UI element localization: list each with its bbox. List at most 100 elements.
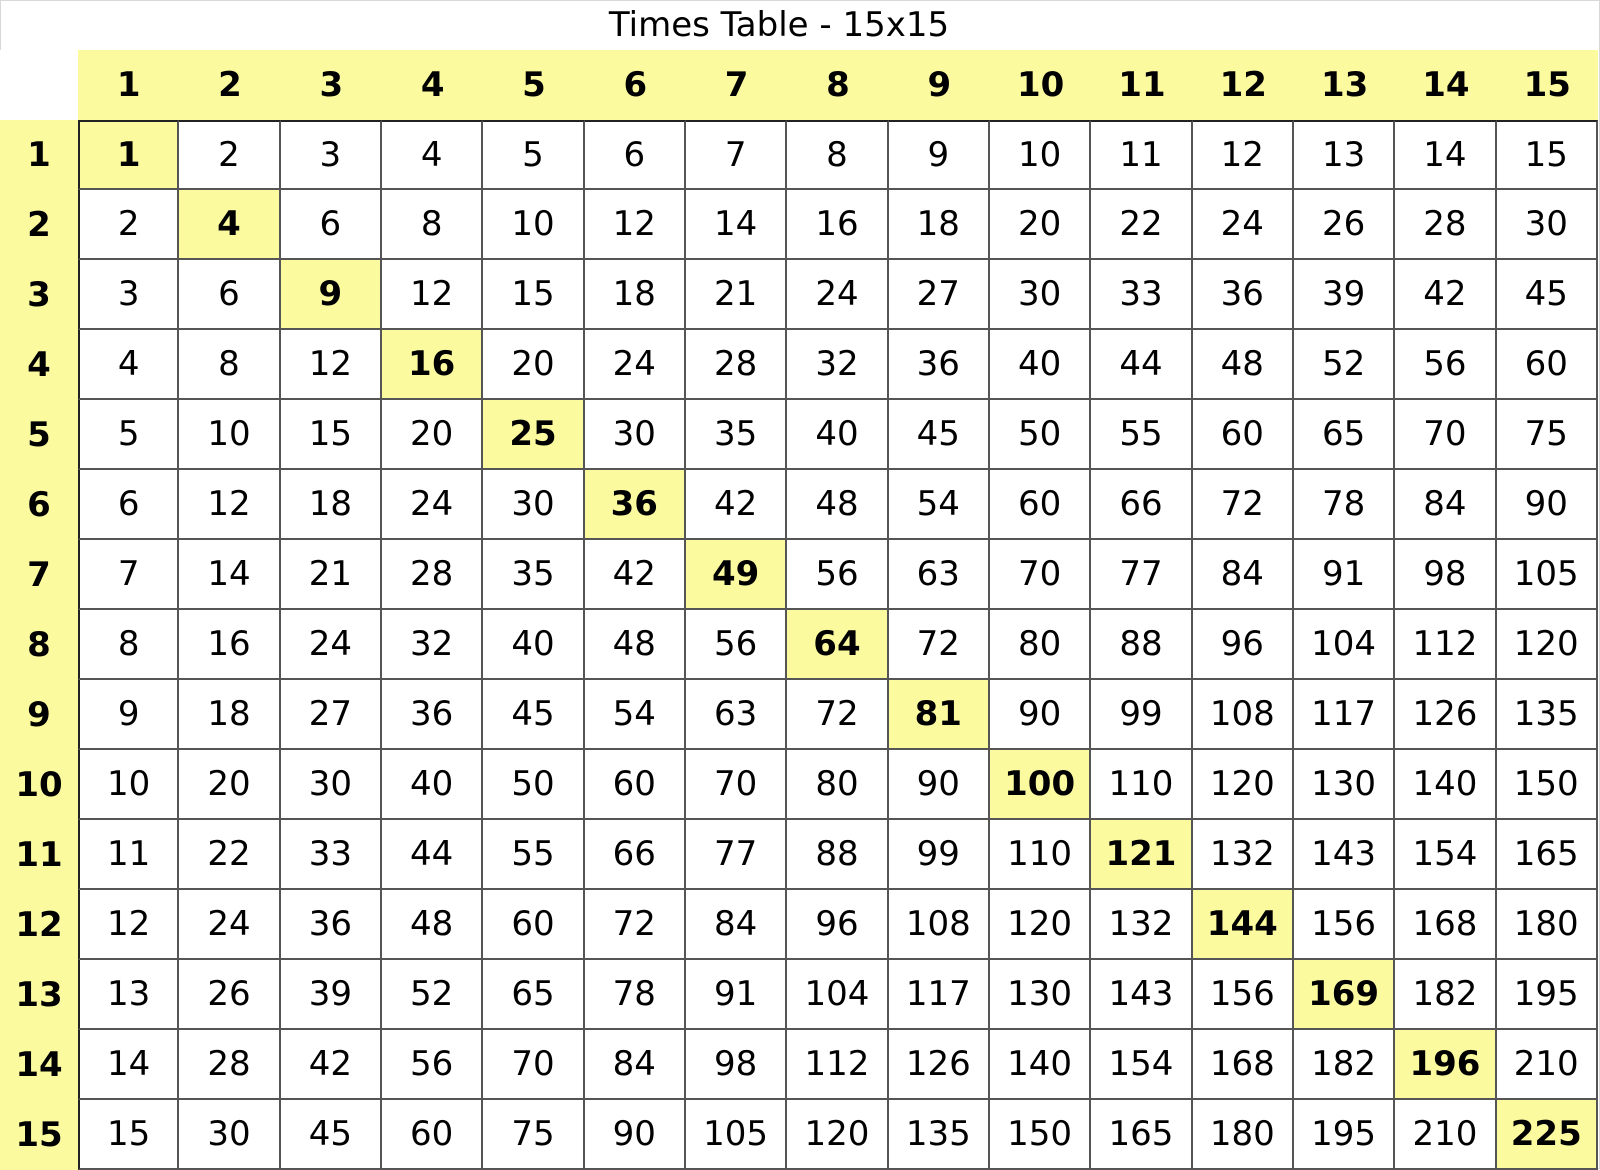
- table-cell: 5: [483, 120, 585, 190]
- table-cell: 126: [1395, 680, 1497, 750]
- table-cell: 4: [78, 330, 180, 400]
- table-cell: 88: [1091, 610, 1193, 680]
- table-cell: 6: [78, 470, 180, 540]
- table-cell: 56: [685, 610, 788, 680]
- table-cell: 84: [685, 890, 788, 960]
- table-cell: 72: [584, 890, 686, 960]
- table-cell: 182: [1395, 960, 1497, 1030]
- table-cell: 28: [381, 540, 484, 610]
- table-cell: 55: [1091, 400, 1193, 470]
- table-corner: [0, 50, 78, 120]
- table-cell: 11: [78, 820, 180, 890]
- table-cell: 52: [381, 960, 484, 1030]
- table-cell: 16: [179, 610, 281, 680]
- table-cell: 70: [483, 1030, 585, 1100]
- table-cell: 80: [787, 750, 889, 820]
- table-cell: 45: [280, 1100, 382, 1170]
- square-cell: 144: [1192, 890, 1294, 960]
- table-cell: 91: [685, 960, 788, 1030]
- table-cell: 9: [78, 680, 180, 750]
- table-cell: 36: [1192, 260, 1294, 330]
- table-cell: 28: [179, 1030, 281, 1100]
- square-cell: 1: [78, 120, 180, 190]
- table-cell: 30: [1496, 190, 1598, 260]
- table-cell: 14: [1395, 120, 1497, 190]
- column-header: 11: [1091, 50, 1193, 120]
- table-cell: 75: [483, 1100, 585, 1170]
- table-cell: 60: [584, 750, 686, 820]
- column-header: 14: [1395, 50, 1497, 120]
- table-cell: 168: [1395, 890, 1497, 960]
- table-cell: 30: [483, 470, 585, 540]
- table-cell: 13: [78, 960, 180, 1030]
- table-cell: 30: [989, 260, 1092, 330]
- row-header: 11: [0, 820, 78, 890]
- table-cell: 54: [888, 470, 990, 540]
- table-cell: 39: [280, 960, 382, 1030]
- table-cell: 8: [381, 190, 484, 260]
- column-header: 12: [1192, 50, 1294, 120]
- table-cell: 9: [888, 120, 990, 190]
- table-cell: 10: [78, 750, 180, 820]
- table-cell: 24: [787, 260, 889, 330]
- table-cell: 2: [179, 120, 281, 190]
- table-cell: 42: [584, 540, 686, 610]
- row-header: 3: [0, 260, 78, 330]
- table-cell: 36: [888, 330, 990, 400]
- table-cell: 24: [1192, 190, 1294, 260]
- square-cell: 196: [1395, 1030, 1497, 1100]
- table-cell: 140: [1395, 750, 1497, 820]
- table-cell: 12: [280, 330, 382, 400]
- table-cell: 120: [1496, 610, 1598, 680]
- page-title: Times Table - 15x15: [608, 5, 950, 45]
- table-cell: 210: [1395, 1100, 1497, 1170]
- table-cell: 18: [179, 680, 281, 750]
- table-cell: 112: [1395, 610, 1497, 680]
- table-cell: 36: [381, 680, 484, 750]
- table-cell: 50: [483, 750, 585, 820]
- table-cell: 99: [888, 820, 990, 890]
- table-cell: 33: [280, 820, 382, 890]
- table-cell: 70: [1395, 400, 1497, 470]
- table-cell: 108: [1192, 680, 1294, 750]
- table-cell: 21: [685, 260, 788, 330]
- table-cell: 48: [381, 890, 484, 960]
- table-cell: 24: [179, 890, 281, 960]
- square-cell: 16: [381, 330, 484, 400]
- table-cell: 117: [1293, 680, 1396, 750]
- table-cell: 135: [888, 1100, 990, 1170]
- table-cell: 143: [1091, 960, 1193, 1030]
- square-cell: 64: [787, 610, 889, 680]
- table-cell: 126: [888, 1030, 990, 1100]
- table-cell: 6: [179, 260, 281, 330]
- row-header: 5: [0, 400, 78, 470]
- column-header: 8: [787, 50, 889, 120]
- table-cell: 90: [888, 750, 990, 820]
- table-cell: 15: [483, 260, 585, 330]
- table-cell: 7: [685, 120, 788, 190]
- table-cell: 60: [1496, 330, 1598, 400]
- table-cell: 120: [787, 1100, 889, 1170]
- table-cell: 6: [280, 190, 382, 260]
- table-cell: 7: [78, 540, 180, 610]
- table-cell: 54: [584, 680, 686, 750]
- table-cell: 12: [1192, 120, 1294, 190]
- table-cell: 135: [1496, 680, 1598, 750]
- table-cell: 72: [787, 680, 889, 750]
- square-cell: 81: [888, 680, 990, 750]
- table-cell: 44: [1091, 330, 1193, 400]
- square-cell: 225: [1496, 1100, 1598, 1170]
- table-cell: 10: [989, 120, 1092, 190]
- table-cell: 104: [1293, 610, 1396, 680]
- table-cell: 40: [787, 400, 889, 470]
- column-header: 6: [584, 50, 686, 120]
- table-cell: 70: [989, 540, 1092, 610]
- table-cell: 66: [1091, 470, 1193, 540]
- table-cell: 105: [1496, 540, 1598, 610]
- table-cell: 156: [1192, 960, 1294, 1030]
- table-cell: 90: [584, 1100, 686, 1170]
- table-cell: 180: [1496, 890, 1598, 960]
- table-cell: 132: [1091, 890, 1193, 960]
- table-cell: 110: [989, 820, 1092, 890]
- column-header: 5: [483, 50, 585, 120]
